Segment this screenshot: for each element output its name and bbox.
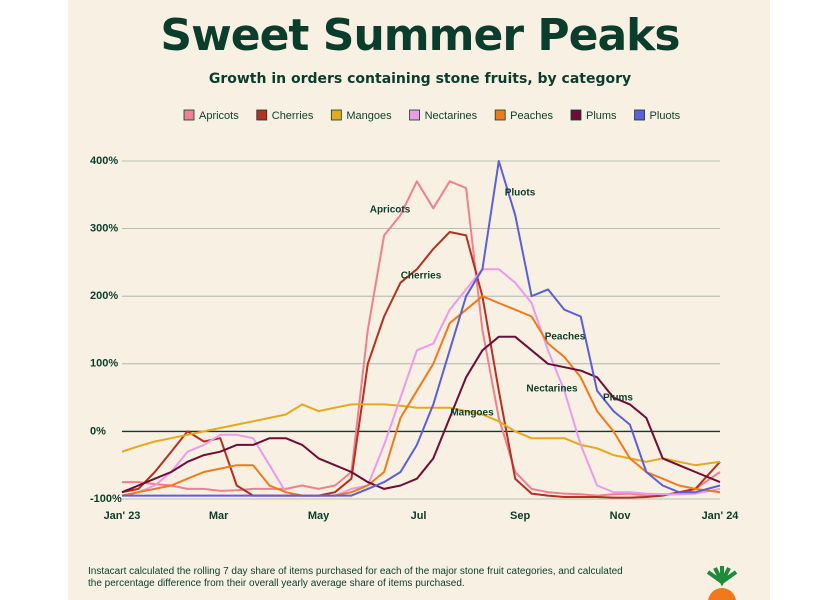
y-tick-label: 400% <box>90 155 118 167</box>
annotation: Nectarines <box>526 384 578 395</box>
annotation: Peaches <box>545 332 586 343</box>
legend-label: Peaches <box>510 110 553 122</box>
legend-label: Apricots <box>199 110 239 122</box>
legend-label: Mangoes <box>346 110 392 122</box>
logo <box>706 566 738 600</box>
series-line <box>121 268 721 497</box>
series-line <box>121 403 721 467</box>
legend: Apricots Cherries Mangoes Nectarines Peaches… <box>183 109 681 122</box>
x-tick-label: Mar <box>209 510 229 522</box>
legend-swatch <box>256 109 268 121</box>
legend-swatch <box>409 109 420 121</box>
legend-swatch <box>494 109 506 121</box>
footnote: Instacart calculated the rolling 7 day s… <box>88 566 623 589</box>
series-line <box>122 180 721 497</box>
footnote-box: Instacart calculated the rolling 7 day s… <box>88 566 623 589</box>
annotation: Plums <box>603 393 633 404</box>
x-tick-label: Sep <box>510 510 530 522</box>
legend-label: Nectarines <box>425 110 478 122</box>
y-tick-label: 300% <box>90 223 118 235</box>
panel <box>68 0 770 600</box>
annotation: Cherries <box>401 271 442 282</box>
y-tick-label: -100% <box>90 493 122 505</box>
annotation: Apricots <box>370 205 411 216</box>
y-tick-label: 200% <box>90 290 118 302</box>
x-tick-label: May <box>308 510 330 522</box>
series-line <box>121 231 721 499</box>
legend-swatch <box>570 109 582 121</box>
legend-label: Plums <box>586 110 617 122</box>
y-tick-label: 100% <box>90 358 118 370</box>
legend-label: Cherries <box>272 110 314 122</box>
legend-swatch <box>183 109 195 121</box>
x-tick-label: Jan' 24 <box>702 510 740 522</box>
x-tick-label: Nov <box>610 510 632 522</box>
annotation: Pluots <box>505 188 536 199</box>
y-tick-label: 0% <box>90 425 106 437</box>
legend-swatch <box>330 109 342 121</box>
x-tick-label: Jul <box>411 510 427 522</box>
x-tick-label: Jan' 23 <box>104 510 141 522</box>
series-line <box>122 160 721 497</box>
annotation: Mangoes <box>450 408 494 419</box>
series-line <box>121 295 721 497</box>
chart-title: Sweet Summer Peaks <box>160 10 679 61</box>
legend-label: Pluots <box>650 110 681 122</box>
legend-swatch <box>634 109 645 121</box>
plot: -100% 0% 100% 200% 300% 400% Jan' 23 Mar May Jul S… <box>90 155 739 522</box>
chart-subtitle: Growth in orders containing stone fruits… <box>209 71 631 87</box>
series-line <box>121 335 721 494</box>
